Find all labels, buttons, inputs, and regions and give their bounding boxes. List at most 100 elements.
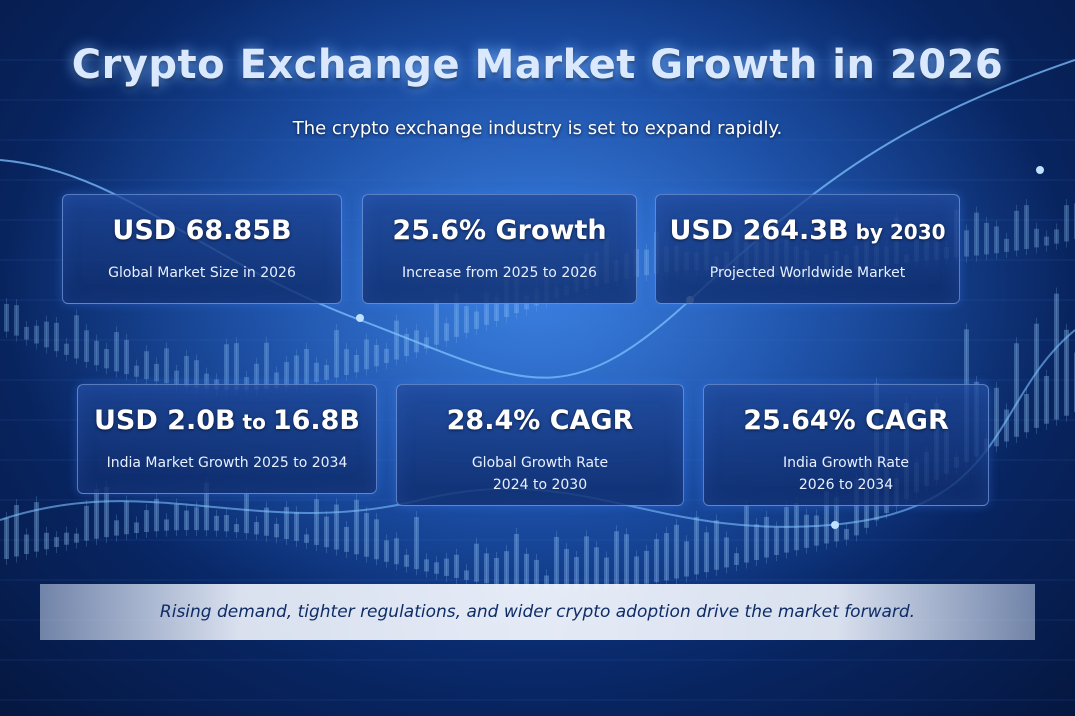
stat-value-end: 16.8B <box>272 405 361 436</box>
candle-body <box>444 558 449 576</box>
candle-body <box>354 354 359 373</box>
stat-card-global-cagr: 28.4% CAGR Global Growth Rate 2024 to 20… <box>396 384 684 506</box>
candle-body <box>274 372 279 389</box>
candle-body <box>464 306 469 333</box>
candle-body <box>334 504 339 550</box>
candle-body <box>4 303 9 332</box>
candle-body <box>274 523 279 538</box>
candle-body <box>474 311 479 329</box>
candle-body <box>64 343 69 355</box>
candle-body <box>334 330 339 378</box>
candle-body <box>504 551 509 587</box>
candle-body <box>994 387 999 447</box>
candle-body <box>124 501 129 535</box>
candle-body <box>184 356 189 387</box>
candle-body <box>84 505 89 541</box>
candle-body <box>484 292 489 325</box>
candle-body <box>584 536 589 590</box>
candle-body <box>994 226 999 254</box>
candle-body <box>1004 238 1009 252</box>
candle-body <box>984 222 989 255</box>
candle-body <box>104 348 109 369</box>
candle-body <box>184 510 189 531</box>
candle-body <box>644 249 649 276</box>
stat-value-start: USD 2.0B <box>93 405 236 436</box>
candle-body <box>134 365 139 377</box>
candle-body <box>1044 236 1049 246</box>
stat-value: USD 264.3B by 2030 <box>656 215 959 246</box>
candle-body <box>694 516 699 575</box>
stat-card-india-market: USD 2.0B to 16.8B India Market Growth 20… <box>77 384 377 494</box>
candle-body <box>754 524 759 560</box>
candle-body <box>434 299 439 345</box>
candle-body <box>524 553 529 589</box>
candle-body <box>324 516 329 548</box>
candle-body <box>824 491 829 544</box>
candle-body <box>624 534 629 587</box>
candle-body <box>804 514 809 548</box>
candle-body <box>164 519 169 531</box>
candle-body <box>474 543 479 582</box>
stat-value: 28.4% CAGR <box>446 405 634 436</box>
candle-body <box>244 377 249 390</box>
candle-body <box>174 504 179 531</box>
candle-body <box>634 556 639 586</box>
candle-body <box>284 362 289 387</box>
candle-body <box>164 348 169 384</box>
candle-body <box>264 507 269 536</box>
candle-body <box>214 515 219 531</box>
stat-label: Global Market Size in 2026 <box>108 265 296 281</box>
candle-body <box>124 339 129 375</box>
stat-label: Projected Worldwide Market <box>709 265 906 281</box>
candle-body <box>314 362 319 382</box>
candle-body <box>324 365 329 380</box>
candle-body <box>564 548 569 590</box>
candle-body <box>294 512 299 541</box>
candle-body <box>34 502 39 552</box>
candle-body <box>384 348 389 363</box>
candle-body <box>74 533 79 543</box>
candle-body <box>764 516 769 558</box>
glow-dot <box>356 314 364 322</box>
candle-body <box>1064 329 1069 416</box>
candle-body <box>384 540 389 562</box>
candle-body <box>14 505 19 557</box>
candle-body <box>94 489 99 539</box>
candle-body <box>674 524 679 579</box>
candle-body <box>294 355 299 386</box>
stat-card-projected-market: USD 264.3B by 2030 Projected Worldwide M… <box>655 194 960 304</box>
candle-body <box>574 556 579 590</box>
candle-body <box>344 349 349 376</box>
candle-body <box>54 322 59 352</box>
candle-body <box>1004 409 1009 442</box>
candle-body <box>1064 205 1069 242</box>
candle-body <box>84 330 89 362</box>
candle-body <box>374 519 379 560</box>
candle-body <box>144 351 149 380</box>
candle-body <box>304 348 309 384</box>
candle-body <box>174 370 179 386</box>
stat-label-secondary: 2024 to 2030 <box>492 477 588 493</box>
candle-body <box>74 315 79 359</box>
candle-body <box>414 517 419 570</box>
stat-card-india-cagr: 25.64% CAGR India Growth Rate 2026 to 20… <box>703 384 989 506</box>
candle-body <box>224 515 229 532</box>
candle-body <box>394 538 399 565</box>
stat-label-secondary: 2026 to 2034 <box>798 477 894 493</box>
footer-banner: Rising demand, tighter regulations, and … <box>40 584 1035 640</box>
candle-body <box>204 373 209 389</box>
candle-body <box>194 507 199 531</box>
candle-body <box>464 570 469 580</box>
candle-body <box>34 325 39 344</box>
candle-body <box>14 305 19 336</box>
candle-body <box>494 296 499 321</box>
candle-body <box>484 553 489 584</box>
candle-body <box>614 531 619 588</box>
candle-body <box>784 507 789 553</box>
candle-body <box>444 323 449 341</box>
page-subtitle: The crypto exchange industry is set to e… <box>292 118 783 139</box>
candle-body <box>814 515 819 546</box>
candle-body <box>1054 293 1059 420</box>
candle-body <box>254 522 259 535</box>
